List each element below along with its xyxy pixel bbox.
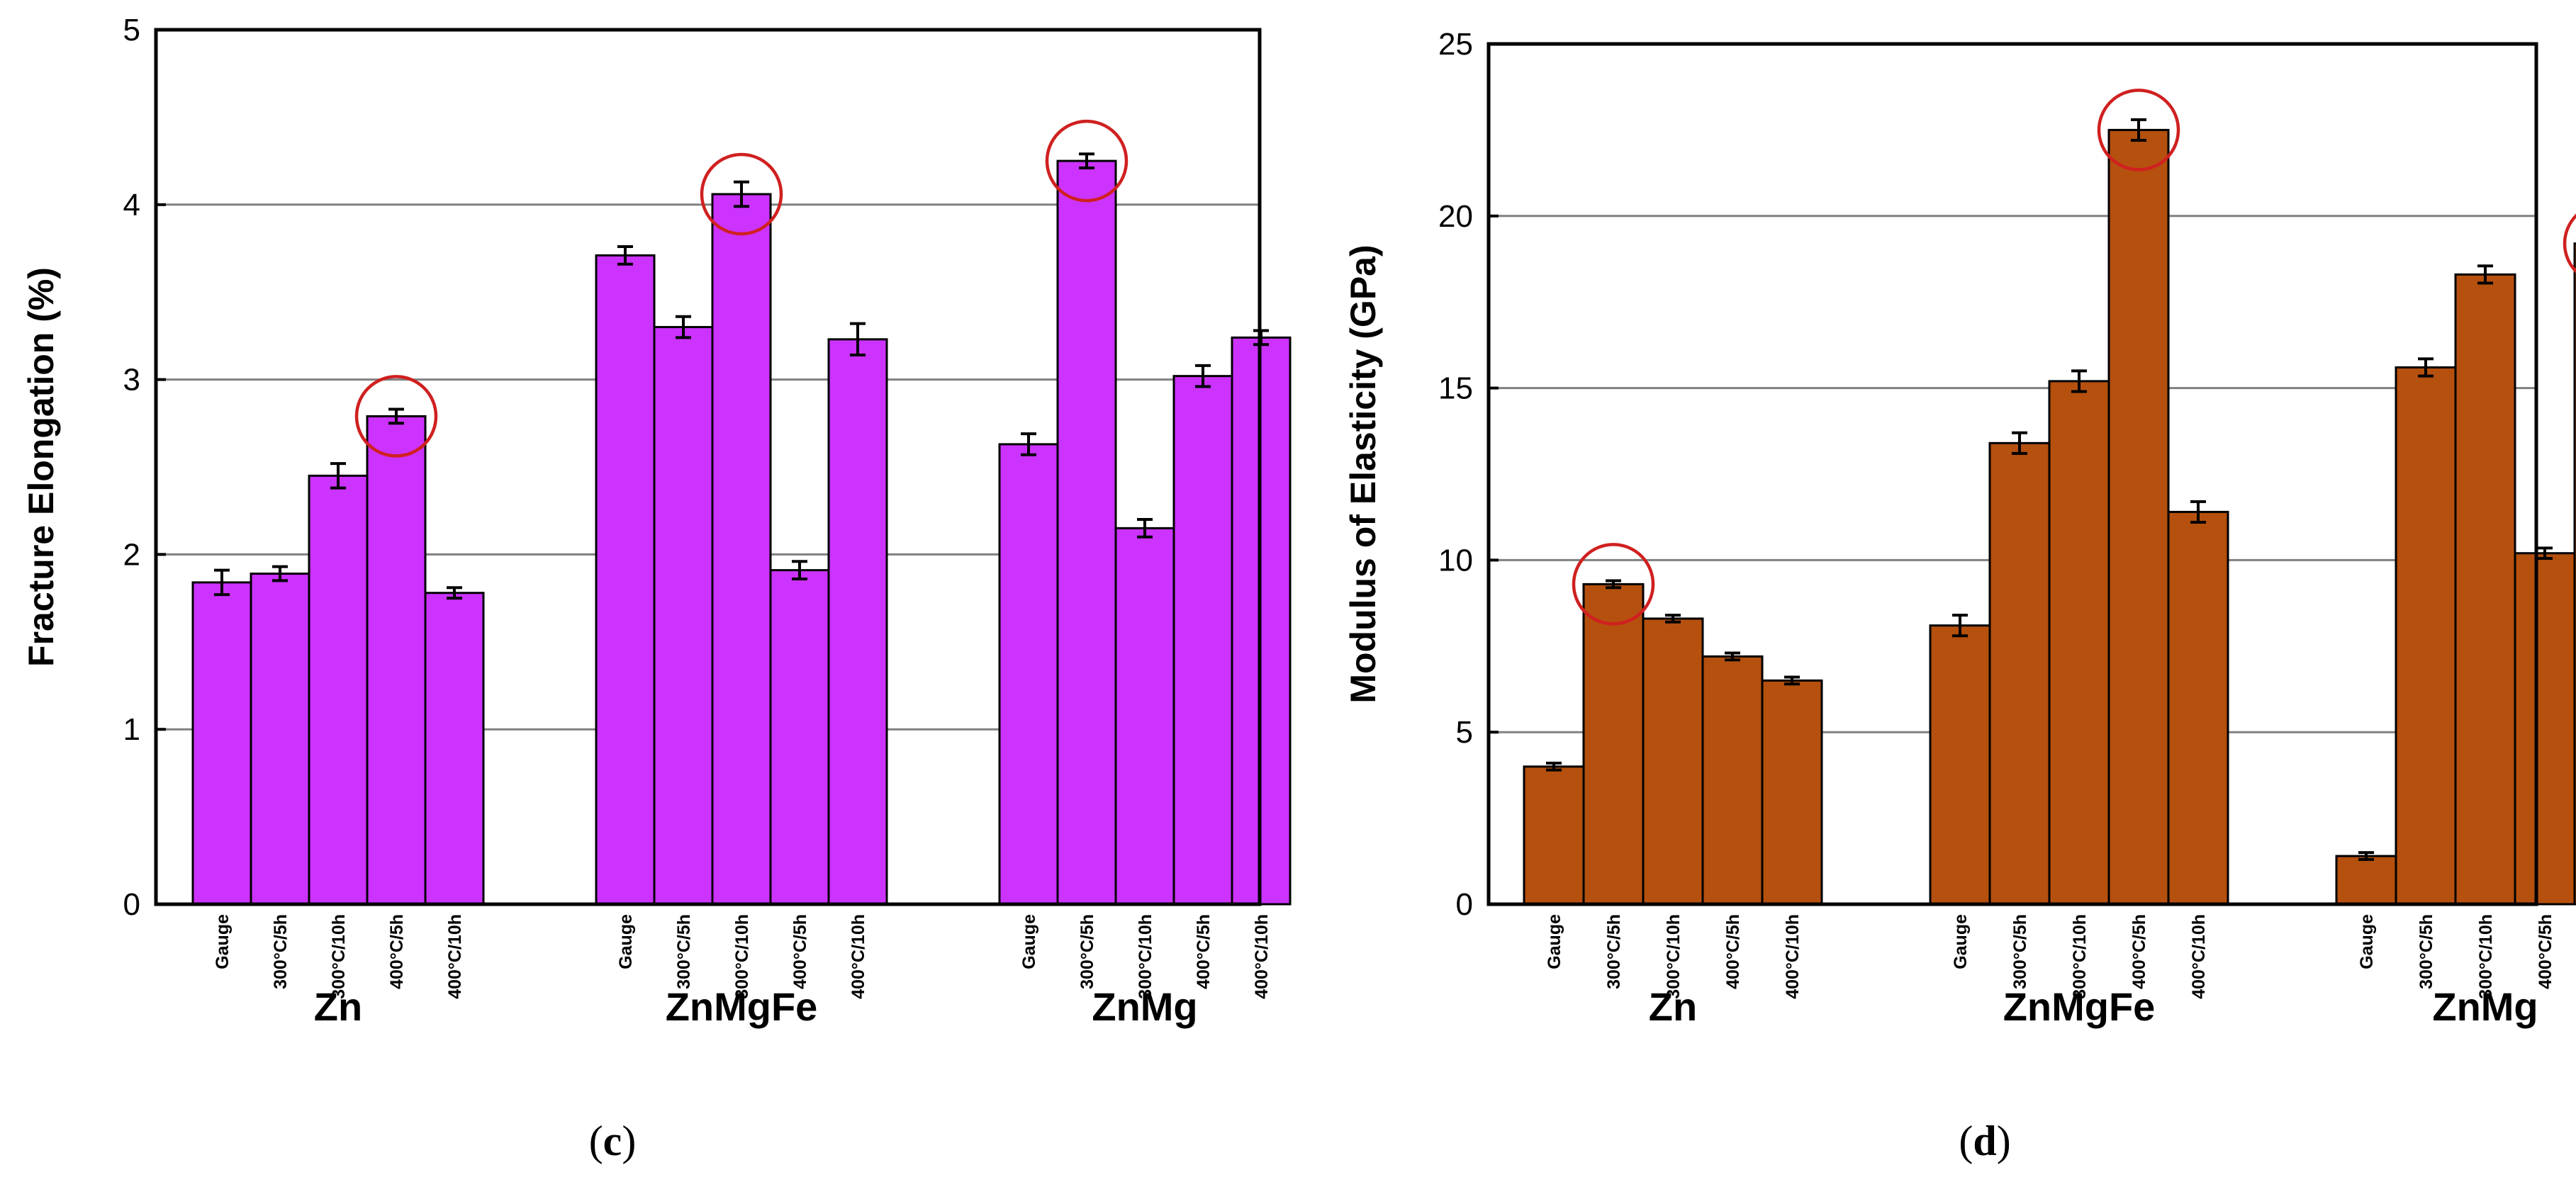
bar bbox=[424, 592, 485, 906]
bar bbox=[2107, 128, 2170, 906]
x-tick-label: Gauge bbox=[1545, 914, 1564, 969]
x-tick-label: 300°C/5h bbox=[271, 914, 291, 989]
group-label: Zn bbox=[314, 984, 362, 1029]
bar bbox=[769, 569, 830, 906]
x-tick-label: 400°C/5h bbox=[790, 914, 810, 989]
bar bbox=[366, 415, 427, 906]
x-tick-label: 400°C/10h bbox=[2189, 914, 2209, 999]
highlight-circle bbox=[2563, 213, 2576, 274]
bar bbox=[1523, 765, 1585, 906]
bar bbox=[827, 338, 888, 906]
x-tick-label: Gauge bbox=[1019, 914, 1039, 969]
y-tick-label: 15 bbox=[1438, 371, 1473, 406]
highlight-circle bbox=[1045, 119, 1129, 203]
bar bbox=[191, 581, 252, 906]
x-tick-label: Gauge bbox=[2357, 914, 2377, 969]
highlight-circle bbox=[2097, 89, 2180, 171]
x-tick-label: 300°C/10h bbox=[329, 914, 349, 999]
y-tick-label: 2 bbox=[123, 537, 140, 572]
bar bbox=[2573, 242, 2576, 906]
y-tick-label: 5 bbox=[123, 13, 140, 47]
group-label: ZnMgFe bbox=[666, 984, 818, 1029]
y-tick-label: 1 bbox=[123, 712, 140, 747]
group-label: ZnMg bbox=[2432, 984, 2538, 1029]
bar bbox=[998, 443, 1059, 906]
chart-panel-c: 0 1 2 3 4 5 Gauge 300°C/5h 300°C/10h 400°C/5h 400°… bbox=[21, 13, 1292, 1164]
y-tick-label: 20 bbox=[1438, 199, 1473, 234]
x-tick-label: 300°C/5h bbox=[674, 914, 694, 989]
bar bbox=[2395, 366, 2457, 906]
bar bbox=[1929, 624, 1991, 906]
chart-panel-d: 0 5 10 15 20 25 Gauge 300°C/5h 300°C/10h 400°C/5h… bbox=[1343, 27, 2576, 1164]
x-tick-label: Gauge bbox=[616, 914, 636, 969]
y-tick-label: 5 bbox=[1456, 715, 1473, 750]
bar bbox=[1642, 617, 1704, 906]
bar bbox=[2514, 552, 2576, 906]
panel-label: (c) bbox=[589, 1118, 637, 1164]
bar bbox=[308, 474, 369, 906]
y-axis-label: Modulus of Elasticity (GPa) bbox=[1343, 244, 1383, 703]
highlight-circle bbox=[1572, 543, 1655, 626]
x-tick-label: 300°C/5h bbox=[1077, 914, 1097, 989]
x-tick-label: 400°C/10h bbox=[1252, 914, 1272, 999]
bar bbox=[250, 573, 310, 906]
bar bbox=[2335, 855, 2397, 906]
panel-label: (d) bbox=[1959, 1118, 2010, 1164]
x-tick-label: 400°C/10h bbox=[849, 914, 868, 999]
x-tick-label: 300°C/10h bbox=[732, 914, 752, 999]
bar bbox=[653, 326, 714, 906]
x-tick-label: 300°C/10h bbox=[1664, 914, 1684, 999]
group-label: Zn bbox=[1649, 984, 1697, 1029]
highlight-circle bbox=[700, 152, 783, 236]
y-axis-label: Fracture Elongation (%) bbox=[21, 267, 61, 667]
plot-frame bbox=[1486, 42, 2538, 906]
bar bbox=[1172, 375, 1233, 906]
x-tick-label: Gauge bbox=[213, 914, 233, 969]
x-tick-label: 400°C/10h bbox=[1783, 914, 1803, 999]
x-tick-label: 300°C/5h bbox=[2010, 914, 2030, 989]
y-tick-label: 25 bbox=[1438, 27, 1473, 62]
x-tick-label: Gauge bbox=[1951, 914, 1971, 969]
bar bbox=[595, 254, 656, 906]
bar bbox=[1988, 441, 2051, 906]
x-tick-label: 400°C/5h bbox=[1723, 914, 1743, 989]
x-tick-label: 400°C/5h bbox=[2536, 914, 2555, 989]
x-tick-label: 300°C/5h bbox=[1604, 914, 1624, 989]
bar bbox=[1701, 655, 1764, 906]
x-tick-label: 300°C/10h bbox=[2070, 914, 2090, 999]
y-tick-label: 3 bbox=[123, 363, 140, 398]
x-tick-label: 300°C/10h bbox=[1136, 914, 1155, 999]
bar bbox=[711, 193, 772, 906]
x-tick-label: 400°C/5h bbox=[2129, 914, 2149, 989]
y-tick-label: 10 bbox=[1438, 543, 1473, 578]
x-tick-label: 300°C/5h bbox=[2417, 914, 2436, 989]
bar bbox=[2454, 273, 2516, 906]
bar bbox=[1582, 582, 1645, 906]
x-tick-label: 300°C/10h bbox=[2476, 914, 2496, 999]
bar bbox=[1056, 159, 1117, 906]
bar bbox=[2048, 380, 2110, 906]
y-tick-label: 0 bbox=[1456, 887, 1473, 922]
group-label: ZnMgFe bbox=[2003, 984, 2156, 1029]
plot-frame bbox=[154, 28, 1262, 906]
x-tick-label: 400°C/10h bbox=[445, 914, 465, 999]
y-tick-label: 4 bbox=[123, 188, 140, 223]
bar bbox=[2167, 510, 2229, 906]
highlight-circle bbox=[354, 375, 438, 458]
bar bbox=[1114, 527, 1175, 906]
bar bbox=[1761, 679, 1823, 906]
x-tick-label: 400°C/5h bbox=[387, 914, 407, 989]
y-tick-label: 0 bbox=[123, 887, 140, 922]
x-tick-label: 400°C/5h bbox=[1194, 914, 1214, 989]
group-label: ZnMg bbox=[1092, 984, 1197, 1029]
